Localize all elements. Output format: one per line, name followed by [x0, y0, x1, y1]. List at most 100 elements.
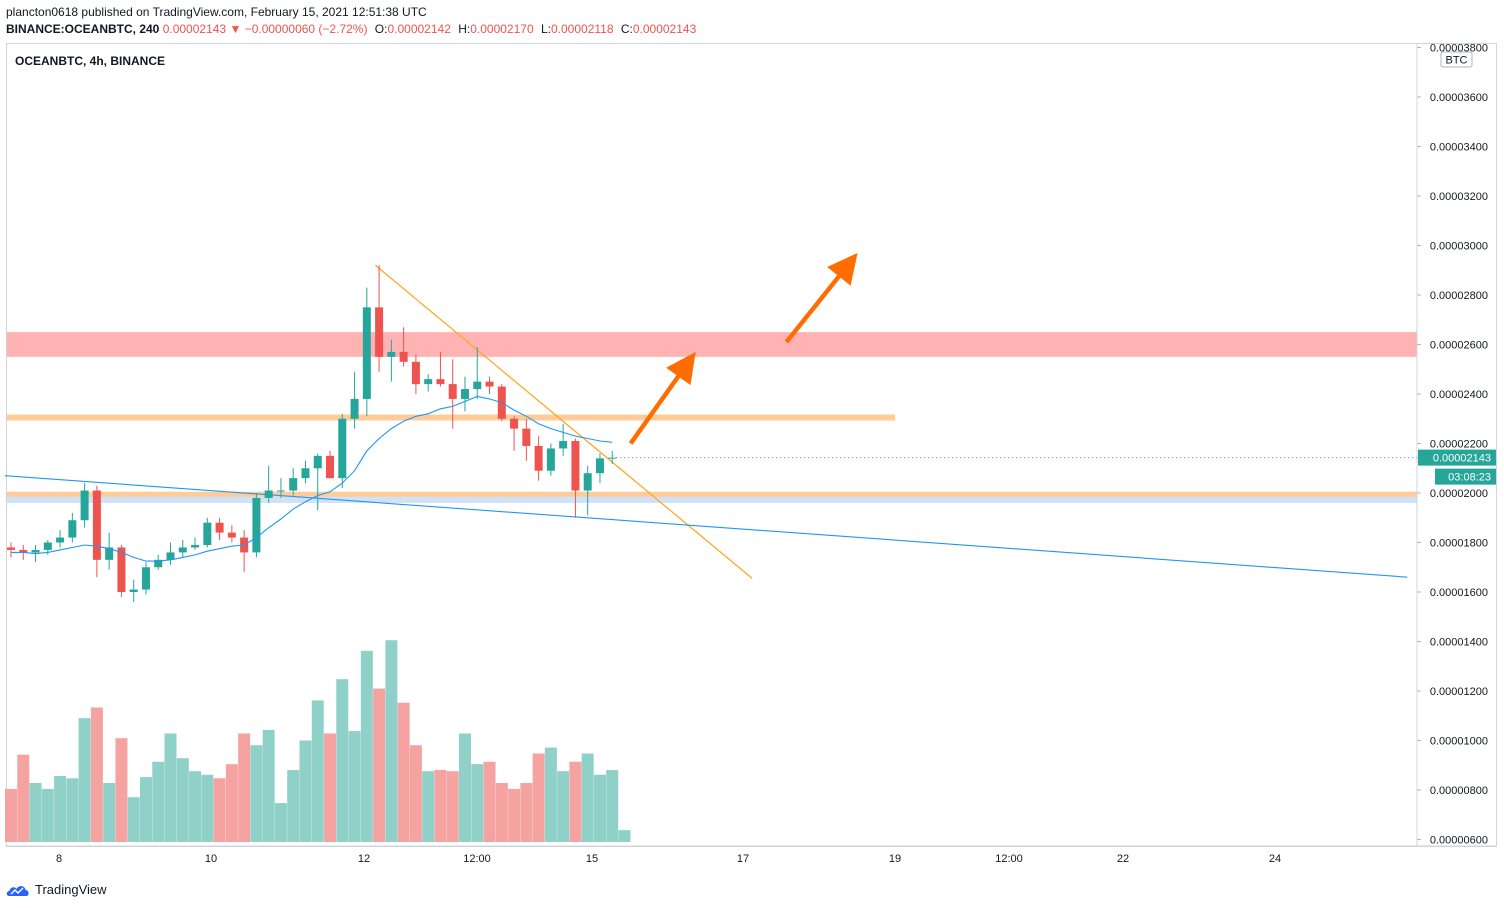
candle [338, 413, 347, 489]
candle-body [178, 547, 187, 553]
candle [387, 339, 396, 382]
volume-bar [483, 761, 496, 842]
candle [485, 376, 494, 394]
candle-body [276, 490, 285, 492]
tradingview-cloud-icon [6, 885, 29, 896]
moving-average-line [11, 395, 613, 562]
candle [399, 327, 408, 367]
candle [264, 465, 273, 503]
symbol-info-line: BINANCE:OCEANBTC, 240 0.00002143 ▼ −0.00… [6, 22, 696, 36]
support-line-orange [7, 491, 1417, 497]
high-label: H: [458, 22, 471, 36]
price-tick-label: 0.00001200 [1430, 686, 1488, 698]
volume-bar [520, 783, 533, 842]
time-tick-label: 22 [1117, 853, 1129, 865]
candle-body [129, 589, 138, 593]
candle [375, 265, 384, 372]
up-arrow-1 [628, 351, 696, 445]
candle [252, 493, 261, 558]
time-tick-label: 12:00 [463, 853, 491, 865]
low-label: L: [540, 22, 551, 36]
candle-body [313, 455, 322, 469]
volume-bar [557, 771, 570, 842]
candle-body [338, 418, 347, 479]
candle-body [215, 522, 224, 533]
pane-symbol-label: OCEANBTC, 4h, BINANCE [15, 54, 166, 68]
volume-bar [5, 788, 17, 842]
candle [166, 542, 175, 565]
last-price-tag [1418, 449, 1496, 466]
candle-body [301, 468, 310, 479]
candle-body [571, 441, 580, 491]
candle-body [510, 418, 519, 429]
candle [301, 460, 310, 484]
time-tick-label: 15 [586, 853, 598, 865]
volume-bar [139, 777, 152, 842]
volume-bar [274, 803, 287, 842]
last-price: 0.00002143 [162, 22, 227, 36]
candle-body [7, 547, 15, 550]
candle [117, 544, 126, 597]
candle-body [166, 552, 175, 560]
candle-body [375, 307, 384, 357]
volume-bar [508, 788, 521, 842]
volume-bar [544, 747, 557, 842]
volume-bar [324, 733, 337, 842]
volume-bar [250, 745, 263, 842]
candle [129, 579, 138, 602]
candle-body [522, 428, 531, 446]
candle [534, 436, 543, 481]
candle-body [92, 490, 101, 560]
candle [154, 554, 163, 570]
volume-bar [495, 783, 508, 842]
volume-bar [409, 745, 422, 842]
candle [411, 354, 420, 394]
candle [191, 537, 200, 550]
candle-body [436, 379, 445, 385]
candle [595, 453, 604, 484]
volume-bar [17, 754, 30, 842]
candle [80, 483, 89, 528]
candle-body [350, 398, 359, 419]
time-tick-label: 10 [205, 853, 217, 865]
candle [178, 540, 187, 558]
symbol-title: BINANCE:OCEANBTC, 240 [6, 22, 160, 36]
price-tick-label: 0.00001000 [1430, 736, 1488, 748]
tradingview-logo[interactable]: TradingView [6, 882, 107, 897]
price-tick-label: 0.00003000 [1430, 240, 1488, 252]
candle [559, 423, 568, 456]
volume-bar [66, 778, 79, 842]
volume-bar [336, 679, 349, 842]
price-tick-label: 0.00001400 [1430, 637, 1488, 649]
candle-body [473, 381, 482, 390]
price-tick-label: 0.00002000 [1430, 488, 1488, 500]
close-value: 0.00002143 [632, 22, 697, 36]
candle-body [117, 547, 126, 593]
price-tick-label: 0.00003800 [1430, 42, 1488, 54]
volume-bar [532, 753, 545, 842]
candle-body [31, 549, 40, 553]
candle [350, 371, 359, 429]
time-tick-label: 24 [1269, 853, 1281, 865]
price-tick-label: 0.00001600 [1430, 587, 1488, 599]
candle [448, 359, 457, 429]
volume-bar [29, 783, 42, 842]
time-tick-label: 12:00 [995, 853, 1023, 865]
candle-body [362, 307, 371, 399]
candle-body [583, 473, 592, 491]
candle-body [399, 351, 408, 362]
candle [326, 450, 335, 479]
candle-body [485, 381, 494, 387]
candle-body [105, 547, 114, 560]
candle-body [252, 497, 261, 553]
volume-bar [569, 761, 582, 842]
volume-bar [618, 830, 631, 842]
candle-body [411, 361, 420, 385]
volume-bar [471, 764, 484, 842]
candle-body [191, 544, 200, 548]
candle [608, 450, 617, 464]
price-tick-label: 0.00002800 [1430, 290, 1488, 302]
publisher-line: plancton0618 published on TradingView.co… [6, 5, 427, 19]
last-price-tag-label: 0.00002143 [1433, 453, 1491, 465]
